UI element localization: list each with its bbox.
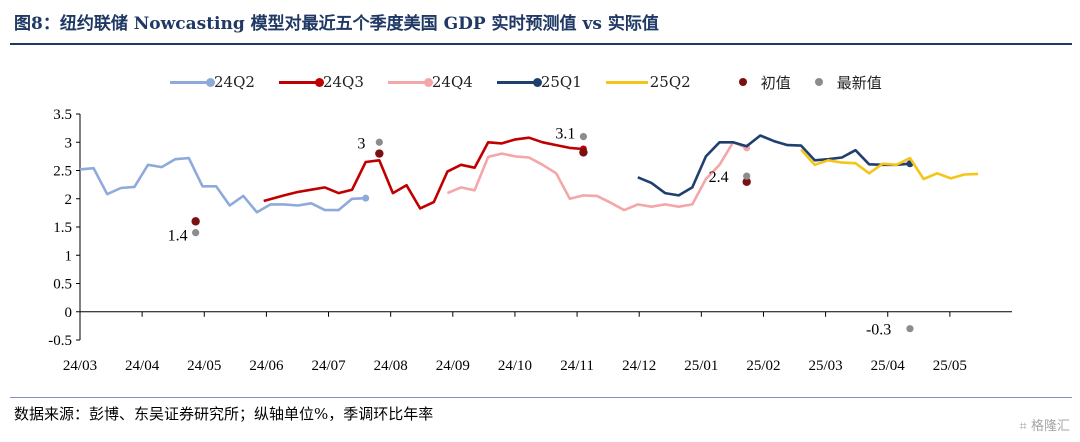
legend-swatch-24q2 [170,77,215,87]
legend: 24Q2 24Q3 24Q4 25Q1 25Q2 初值 最新值 [170,70,882,94]
data-annotation: 3 [357,135,365,152]
legend-label-24q3: 24Q3 [322,73,364,91]
x-tick-label: 24/10 [498,358,532,374]
legend-label-25q2: 25Q2 [649,73,691,91]
legend-label-latest: 最新值 [836,73,882,92]
x-tick-label: 25/01 [684,358,718,374]
y-tick-label: 3.5 [53,107,72,123]
legend-label-24q2: 24Q2 [214,73,255,91]
latest-value-marker [743,172,751,180]
series-end-dot-24q3 [579,145,587,153]
x-tick-label: 24/04 [125,358,160,374]
legend-label-initial: 初值 [760,73,791,92]
x-tick-label: 24/05 [187,358,221,374]
x-tick-label: 24/03 [63,358,97,374]
x-tick-label: 25/03 [809,358,843,374]
legend-swatch-24q4 [387,77,433,87]
legend-label-24q4: 24Q4 [431,73,473,91]
y-tick-label: 1.5 [53,220,72,236]
y-tick-label: 2.5 [53,164,72,180]
y-tick-label: 3 [65,135,73,151]
x-tick-label: 25/05 [933,358,967,374]
latest-value-marker [906,325,914,333]
data-annotation: 2.4 [709,169,729,186]
latest-value-marker [192,229,200,237]
series-line-24q4 [446,141,748,212]
legend-swatch-25q1 [496,77,542,87]
legend-marker-initial [738,78,747,86]
x-tick-label: 24/12 [622,358,656,374]
latest-value-marker [375,138,383,146]
initial-value-marker [742,177,751,186]
series-line-24q3 [263,136,584,210]
source-note: 数据来源：彭博、东吴证券研究所；纵轴单位%，季调环比年率 [14,405,434,423]
series-end-dot-25q1 [906,160,914,168]
series-end-dot-24q2 [362,194,370,202]
x-tick-label: 24/09 [436,358,470,374]
legend-item-24q4: 24Q4 [387,73,473,91]
series-line-24q2 [79,156,366,214]
legend-item-25q2: 25Q2 [605,73,691,91]
series-line-25q2 [800,148,979,181]
watermark: ⌗ 格隆汇 [1019,419,1070,434]
y-tick-label: 0.5 [53,277,72,293]
initial-value-marker [375,149,384,158]
legend-marker-latest [814,78,823,86]
y-tick-label: 2 [65,192,73,208]
x-tick-label: 24/06 [249,358,284,374]
legend-item-initial: 初值 [715,72,791,93]
legend-item-25q1: 25Q1 [496,73,582,91]
title-divider [10,43,1072,45]
initial-value-marker [579,148,588,157]
y-tick-label: 1 [65,248,73,264]
x-tick-label: 24/07 [311,358,346,374]
x-tick-label: 25/04 [871,358,906,374]
series-end-dot-24q4 [743,144,751,152]
series-line-25q1 [637,134,911,197]
data-annotation: 1.4 [168,228,188,245]
chart-title: 图8：纽约联储 Nowcasting 模型对最近五个季度美国 GDP 实时预测值… [14,14,659,34]
data-annotation: 3.1 [555,126,575,143]
legend-item-24q3: 24Q3 [278,73,364,91]
legend-item-latest: 最新值 [791,72,882,93]
x-tick-label: 24/08 [374,358,408,374]
x-tick-label: 24/11 [560,358,594,374]
legend-swatch-24q3 [278,77,324,87]
footer-divider [10,397,1072,398]
legend-label-25q1: 25Q1 [540,73,582,91]
data-annotation: -0.3 [866,322,891,339]
legend-item-24q2: 24Q2 [170,73,255,91]
legend-swatch-25q2 [605,80,648,84]
x-tick-label: 25/02 [746,358,780,374]
latest-value-marker [579,133,588,141]
y-tick-label: -0.5 [48,333,72,349]
initial-value-marker [191,217,200,226]
y-tick-label: 0 [65,305,73,321]
